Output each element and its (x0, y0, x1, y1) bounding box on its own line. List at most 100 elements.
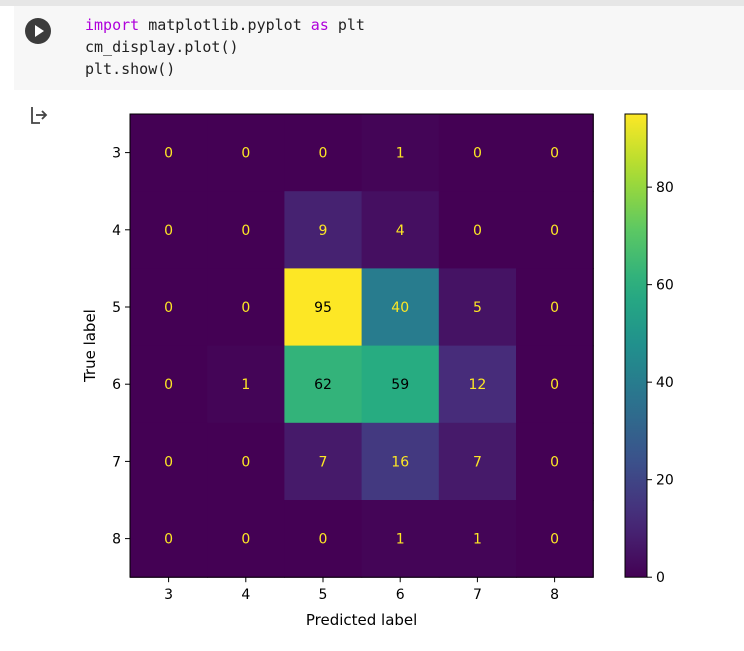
cell-value-label: 0 (164, 532, 173, 548)
colorbar-tick-label: 80 (656, 180, 674, 196)
cell-value-label: 0 (550, 377, 559, 393)
heatmap-cell (130, 422, 208, 501)
cell-value-label: 5 (473, 300, 482, 316)
output-arrow-icon[interactable] (29, 104, 49, 126)
code-line-3: plt.show() (85, 60, 176, 78)
cell-value-label: 4 (396, 223, 405, 239)
x-tick-label: 3 (164, 587, 173, 603)
heatmap-cell (438, 191, 517, 269)
cell-value-label: 0 (319, 532, 328, 548)
heatmap-cell (361, 345, 440, 424)
y-axis-label: True label (81, 309, 99, 383)
cell-value-label: 1 (396, 532, 405, 548)
heatmap-cell (207, 422, 285, 501)
y-tick-label: 8 (112, 532, 121, 548)
plot-frame (129, 113, 594, 578)
heatmap-cell (438, 114, 517, 192)
heatmap-cell (130, 345, 208, 424)
cell-value-label: 0 (550, 300, 559, 316)
y-tick-label: 4 (112, 223, 121, 239)
code-editor[interactable]: import matplotlib.pyplot as plt cm_displ… (85, 14, 365, 80)
heatmap-cell (207, 191, 285, 269)
cell-value-label: 0 (241, 300, 250, 316)
heatmap-cell (284, 268, 363, 347)
cell-value-label: 0 (550, 532, 559, 548)
cell-value-label: 7 (319, 454, 328, 470)
cell-value-label: 1 (473, 532, 482, 548)
heatmap-cell (438, 268, 517, 347)
cell-value-label: 0 (164, 377, 173, 393)
cell-value-label: 0 (319, 146, 328, 162)
heatmap-cell (438, 345, 517, 424)
y-tick-label: 3 (112, 146, 121, 162)
cell-value-label: 1 (241, 377, 250, 393)
keyword-import: import (85, 16, 140, 34)
heatmap-cell (516, 114, 594, 192)
heatmap-cell (361, 500, 440, 578)
keyword-as: as (310, 16, 329, 34)
cell-value-label: 0 (164, 454, 173, 470)
heatmap-cell (207, 114, 285, 192)
cell-value-label: 0 (473, 223, 482, 239)
cell-value-label: 0 (241, 223, 250, 239)
code-text: matplotlib.pyplot (139, 16, 311, 34)
cell-value-label: 9 (319, 223, 328, 239)
heatmap-cell (361, 191, 440, 269)
heatmap-cell (284, 500, 363, 578)
code-text: plt (328, 16, 365, 34)
colorbar-tick-label: 20 (656, 473, 674, 489)
heatmap-cell (284, 345, 363, 424)
cell-value-label: 16 (391, 454, 409, 470)
cell-value-label: 0 (550, 454, 559, 470)
code-cell[interactable]: import matplotlib.pyplot as plt cm_displ… (14, 6, 744, 90)
colorbar (624, 113, 648, 578)
heatmap-cell (284, 191, 363, 269)
heatmap-cell (130, 268, 208, 347)
y-tick-label: 7 (112, 454, 121, 470)
confusion-matrix-chart: 0 0 0 1 0 00 0 9 4 0 00 0 95 40 5 00 1 62 59 12 00 0 7 16 7 00 0 0 1… (81, 113, 674, 629)
heatmap-cell (516, 345, 594, 424)
cell-value-label: 0 (550, 223, 559, 239)
heatmap-cell (207, 345, 285, 424)
cell-value-label: 40 (391, 300, 409, 316)
heatmap-cell (516, 422, 594, 501)
cell-top-border (0, 0, 744, 6)
cell-value-label: 0 (241, 454, 250, 470)
x-axis-label: Predicted label (306, 611, 417, 629)
cell-value-label: 12 (468, 377, 486, 393)
x-tick-label: 4 (241, 587, 250, 603)
heatmap-cell (130, 500, 208, 578)
y-tick-label: 5 (112, 300, 121, 316)
cell-value-label: 95 (314, 300, 332, 316)
x-tick-label: 5 (319, 587, 328, 603)
cell-value-label: 0 (550, 146, 559, 162)
cell-value-label: 62 (314, 377, 332, 393)
heatmap-cell (361, 422, 440, 501)
heatmap-cell (438, 422, 517, 501)
x-tick-label: 7 (473, 587, 482, 603)
cell-value-label: 1 (396, 146, 405, 162)
cell-value-label: 0 (241, 146, 250, 162)
heatmap-cell (207, 500, 285, 578)
heatmap-cell (284, 114, 363, 192)
cell-value-label: 0 (164, 300, 173, 316)
heatmap-cell (516, 500, 594, 578)
x-tick-label: 6 (396, 587, 405, 603)
colorbar-tick-label: 40 (656, 375, 674, 391)
colorbar-tick-label: 60 (656, 278, 674, 294)
colorbar-tick-label: 0 (656, 570, 665, 586)
cell-value-label: 0 (241, 532, 250, 548)
heatmap-cell (516, 191, 594, 269)
y-tick-label: 6 (112, 377, 121, 393)
heatmap-cell (516, 268, 594, 347)
code-line-2: cm_display.plot() (85, 38, 239, 56)
heatmap-cell (438, 500, 517, 578)
cell-value-label: 0 (473, 146, 482, 162)
cell-value-label: 59 (391, 377, 409, 393)
x-tick-label: 8 (550, 587, 559, 603)
heatmap-cell (130, 114, 208, 192)
run-cell-button[interactable] (25, 18, 51, 44)
cell-value-label: 7 (473, 454, 482, 470)
cell-value-label: 0 (164, 223, 173, 239)
heatmap-cell (130, 191, 208, 269)
